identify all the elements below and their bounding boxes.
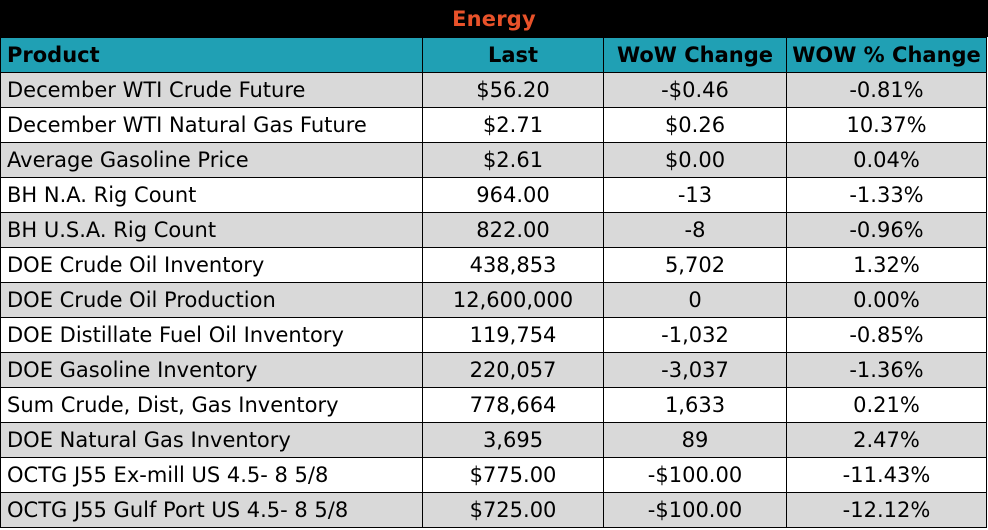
- table-row: BH U.S.A. Rig Count 822.00 -8 -0.96%: [0, 212, 987, 248]
- cell-wow-pct-change: -0.85%: [786, 317, 987, 353]
- title-bar: Energy: [0, 0, 988, 37]
- cell-wow-pct-change: 0.04%: [786, 142, 987, 178]
- cell-product: DOE Gasoline Inventory: [0, 352, 423, 388]
- cell-last: 778,664: [422, 387, 604, 423]
- cell-last: 964.00: [422, 177, 604, 213]
- cell-wow-pct-change: 1.32%: [786, 247, 987, 283]
- cell-product: December WTI Natural Gas Future: [0, 107, 423, 143]
- cell-wow-change: -$100.00: [603, 457, 787, 493]
- cell-product: Average Gasoline Price: [0, 142, 423, 178]
- cell-last: $775.00: [422, 457, 604, 493]
- table-row: December WTI Natural Gas Future $2.71 $0.2…: [0, 107, 987, 143]
- cell-wow-pct-change: -11.43%: [786, 457, 987, 493]
- table-row: Sum Crude, Dist, Gas Inventory 778,664 1,6…: [0, 387, 987, 423]
- cell-last: $56.20: [422, 72, 604, 108]
- cell-wow-pct-change: -0.81%: [786, 72, 987, 108]
- cell-wow-pct-change: 0.00%: [786, 282, 987, 318]
- cell-last: 220,057: [422, 352, 604, 388]
- table-row: DOE Gasoline Inventory 220,057 -3,037 -1.36…: [0, 352, 987, 388]
- cell-product: Sum Crude, Dist, Gas Inventory: [0, 387, 423, 423]
- table-row: BH N.A. Rig Count 964.00 -13 -1.33%: [0, 177, 987, 213]
- cell-last: 119,754: [422, 317, 604, 353]
- cell-wow-pct-change: -12.12%: [786, 492, 987, 528]
- cell-product: OCTG J55 Gulf Port US 4.5- 8 5/8: [0, 492, 423, 528]
- cell-wow-pct-change: 2.47%: [786, 422, 987, 458]
- cell-last: 12,600,000: [422, 282, 604, 318]
- table-row: OCTG J55 Ex-mill US 4.5- 8 5/8 $775.00 -$1…: [0, 457, 987, 493]
- cell-wow-change: 5,702: [603, 247, 787, 283]
- cell-wow-pct-change: 10.37%: [786, 107, 987, 143]
- cell-last: $2.71: [422, 107, 604, 143]
- cell-wow-change: -13: [603, 177, 787, 213]
- cell-product: OCTG J55 Ex-mill US 4.5- 8 5/8: [0, 457, 423, 493]
- cell-product: December WTI Crude Future: [0, 72, 423, 108]
- energy-table: Product Last WoW Change WOW % Change Dec…: [0, 37, 987, 528]
- cell-last: $2.61: [422, 142, 604, 178]
- cell-wow-change: 89: [603, 422, 787, 458]
- cell-wow-pct-change: -1.33%: [786, 177, 987, 213]
- cell-product: DOE Crude Oil Inventory: [0, 247, 423, 283]
- cell-wow-change: -$0.46: [603, 72, 787, 108]
- cell-product: DOE Natural Gas Inventory: [0, 422, 423, 458]
- cell-wow-change: -1,032: [603, 317, 787, 353]
- cell-last: 438,853: [422, 247, 604, 283]
- table-row: DOE Crude Oil Production 12,600,000 0 0.00%: [0, 282, 987, 318]
- cell-last: 822.00: [422, 212, 604, 248]
- cell-product: DOE Distillate Fuel Oil Inventory: [0, 317, 423, 353]
- cell-wow-change: 0: [603, 282, 787, 318]
- table-title: Energy: [452, 6, 536, 31]
- table-row: DOE Natural Gas Inventory 3,695 89 2.47%: [0, 422, 987, 458]
- cell-wow-pct-change: -0.96%: [786, 212, 987, 248]
- cell-product: DOE Crude Oil Production: [0, 282, 423, 318]
- table-row: OCTG J55 Gulf Port US 4.5- 8 5/8 $725.00-…: [0, 492, 987, 528]
- header-row: Product Last WoW Change WOW % Change: [0, 37, 987, 73]
- header-last: Last: [422, 37, 604, 73]
- header-product: Product: [0, 37, 423, 73]
- cell-product: BH N.A. Rig Count: [0, 177, 423, 213]
- cell-wow-change: -8: [603, 212, 787, 248]
- table-row: DOE Crude Oil Inventory 438,853 5,702 1.32%: [0, 247, 987, 283]
- table-body: December WTI Crude Future $56.20 -$0.46 -0.…: [0, 72, 987, 528]
- cell-wow-change: -$100.00: [603, 492, 787, 528]
- cell-wow-change: -3,037: [603, 352, 787, 388]
- cell-wow-pct-change: -1.36%: [786, 352, 987, 388]
- cell-last: 3,695: [422, 422, 604, 458]
- cell-last: $725.00: [422, 492, 604, 528]
- table-row: DOE Distillate Fuel Oil Inventory 119,754…: [0, 317, 987, 353]
- cell-product: BH U.S.A. Rig Count: [0, 212, 423, 248]
- cell-wow-change: 1,633: [603, 387, 787, 423]
- table-row: December WTI Crude Future $56.20 -$0.46 -0.…: [0, 72, 987, 108]
- cell-wow-pct-change: 0.21%: [786, 387, 987, 423]
- table-row: Average Gasoline Price $2.61 $0.00 0.04%: [0, 142, 987, 178]
- cell-wow-change: $0.00: [603, 142, 787, 178]
- header-wow-pct-change: WOW % Change: [786, 37, 987, 73]
- cell-wow-change: $0.26: [603, 107, 787, 143]
- header-wow-change: WoW Change: [603, 37, 787, 73]
